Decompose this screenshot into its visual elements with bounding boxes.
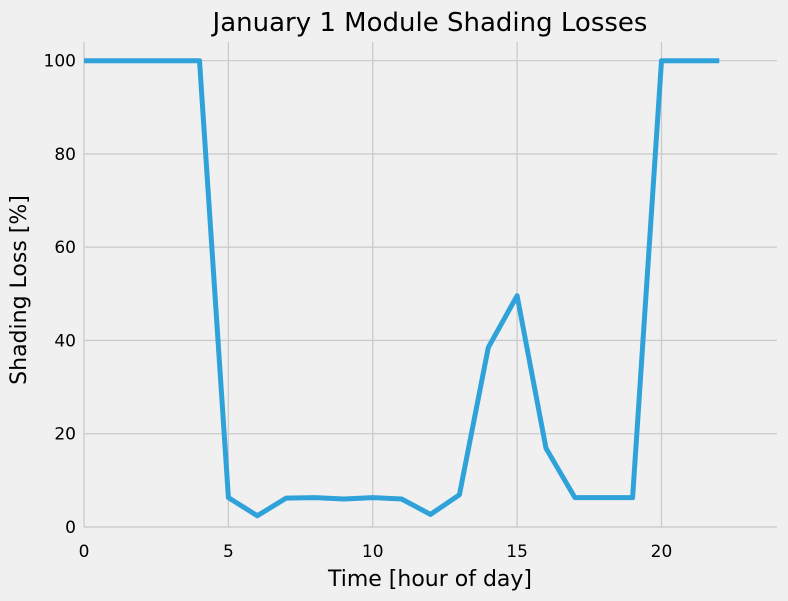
x-tick-label-2: 10 [362, 542, 384, 562]
x-axis-ticks: 0 5 10 15 20 [79, 542, 673, 562]
x-tick-label-0: 0 [79, 542, 90, 562]
y-tick-label-5: 100 [44, 52, 76, 72]
chart-title: January 1 Module Shading Losses [211, 8, 648, 38]
y-tick-label-2: 40 [54, 331, 76, 351]
x-tick-label-4: 20 [651, 542, 673, 562]
series-layer [84, 58, 720, 519]
x-tick-label-3: 15 [506, 542, 528, 562]
y-tick-label-1: 20 [54, 425, 76, 445]
grid [83, 42, 777, 528]
x-axis-label: Time [hour of day] [327, 567, 532, 592]
y-tick-label-0: 0 [65, 518, 76, 538]
y-tick-label-3: 60 [54, 238, 76, 258]
series-line-0 [84, 58, 720, 519]
y-axis-label: Shading Loss [%] [7, 195, 32, 385]
x-tick-label-1: 5 [223, 542, 234, 562]
y-tick-label-4: 80 [54, 145, 76, 165]
y-axis-ticks: 0 20 40 60 80 100 [44, 52, 76, 538]
